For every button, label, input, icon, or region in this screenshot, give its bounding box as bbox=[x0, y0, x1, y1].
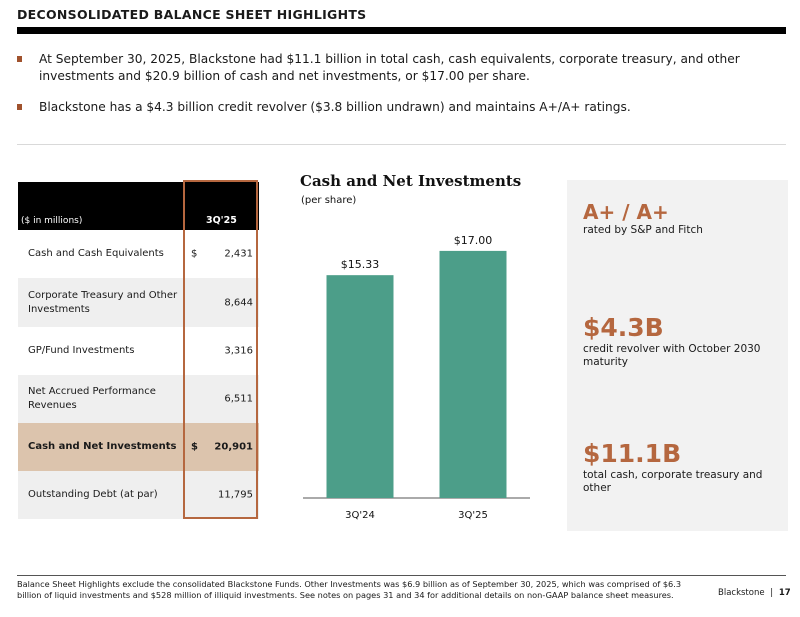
row-value: 6,511 bbox=[224, 393, 253, 405]
footer-divider bbox=[17, 575, 786, 576]
data-label: $15.33 bbox=[341, 258, 380, 271]
kpi-panel: A+ / A+ rated by S&P and Fitch $4.3B cre… bbox=[567, 180, 788, 531]
kpi-desc: total cash, corporate treasury and other bbox=[583, 469, 763, 494]
table-row: Cash and Cash Equivalents $ 2,431 bbox=[18, 230, 259, 278]
kpi-cash: $11.1B total cash, corporate treasury an… bbox=[583, 439, 773, 495]
row-value: 11,795 bbox=[218, 489, 253, 501]
page-number: 17 bbox=[778, 588, 791, 598]
chart-title: Cash and Net Investments bbox=[300, 172, 522, 190]
bar-chart: $15.33 3Q'24 $17.00 3Q'25 bbox=[303, 234, 530, 521]
column-highlight-frame bbox=[183, 180, 258, 519]
brand-name: Blackstone bbox=[718, 588, 765, 598]
row-label: GP/Fund Investments bbox=[28, 345, 135, 356]
kpi-revolver: $4.3B credit revolver with October 2030 … bbox=[583, 313, 773, 369]
table-row: GP/Fund Investments 3,316 bbox=[18, 327, 259, 375]
kpi-desc: rated by S&P and Fitch bbox=[583, 224, 703, 236]
kpi-ratings: A+ / A+ rated by S&P and Fitch bbox=[583, 200, 773, 237]
x-tick-label: 3Q'25 bbox=[458, 510, 488, 521]
bar bbox=[326, 275, 394, 498]
kpi-value: A+ / A+ bbox=[583, 200, 669, 224]
x-tick-label: 3Q'24 bbox=[345, 510, 375, 521]
row-label: Corporate Treasury and Other Investments bbox=[28, 289, 178, 315]
table-row: Net Accrued Performance Revenues 6,511 bbox=[18, 375, 259, 423]
kpi-desc: credit revolver with October 2030 maturi… bbox=[583, 343, 761, 368]
table-row: Outstanding Debt (at par) 11,795 bbox=[18, 471, 259, 519]
column-header: 3Q'25 bbox=[206, 215, 237, 226]
table-row: Corporate Treasury and Other Investments… bbox=[18, 278, 259, 327]
row-label: Cash and Cash Equivalents bbox=[28, 248, 164, 259]
section-divider bbox=[17, 144, 786, 145]
page-label: Blackstone | 17 bbox=[718, 588, 791, 598]
data-label: $17.00 bbox=[454, 234, 493, 247]
table-row-total: Cash and Net Investments $ 20,901 bbox=[18, 423, 259, 471]
bullet-item: At September 30, 2025, Blackstone had $1… bbox=[17, 51, 787, 85]
kpi-value: $4.3B bbox=[583, 313, 664, 342]
row-label: Net Accrued Performance Revenues bbox=[28, 386, 156, 411]
page-separator: | bbox=[770, 588, 774, 598]
row-value: 2,431 bbox=[224, 248, 253, 260]
bullet-text: At September 30, 2025, Blackstone had $1… bbox=[39, 52, 740, 83]
title-underline bbox=[17, 27, 786, 34]
row-value: 20,901 bbox=[214, 441, 253, 453]
bullet-item: Blackstone has a $4.3 billion credit rev… bbox=[17, 99, 787, 116]
kpi-value: $11.1B bbox=[583, 439, 682, 468]
bullet-text: Blackstone has a $4.3 billion credit rev… bbox=[39, 100, 631, 114]
page-title: DECONSOLIDATED BALANCE SHEET HIGHLIGHTS bbox=[17, 7, 367, 22]
bar bbox=[439, 250, 507, 498]
bullet-icon bbox=[17, 104, 22, 110]
units-label: ($ in millions) bbox=[21, 216, 83, 226]
row-value: 3,316 bbox=[224, 345, 253, 357]
row-currency: $ bbox=[191, 441, 198, 453]
row-currency: $ bbox=[191, 248, 198, 260]
chart-subtitle: (per share) bbox=[301, 195, 357, 206]
table-header: ($ in millions) 3Q'25 bbox=[18, 182, 259, 230]
row-value: 8,644 bbox=[224, 297, 253, 308]
bullet-icon bbox=[17, 56, 22, 62]
footnote: Balance Sheet Highlights exclude the con… bbox=[17, 579, 682, 600]
row-label: Cash and Net Investments bbox=[28, 441, 177, 452]
row-label: Outstanding Debt (at par) bbox=[28, 489, 158, 500]
